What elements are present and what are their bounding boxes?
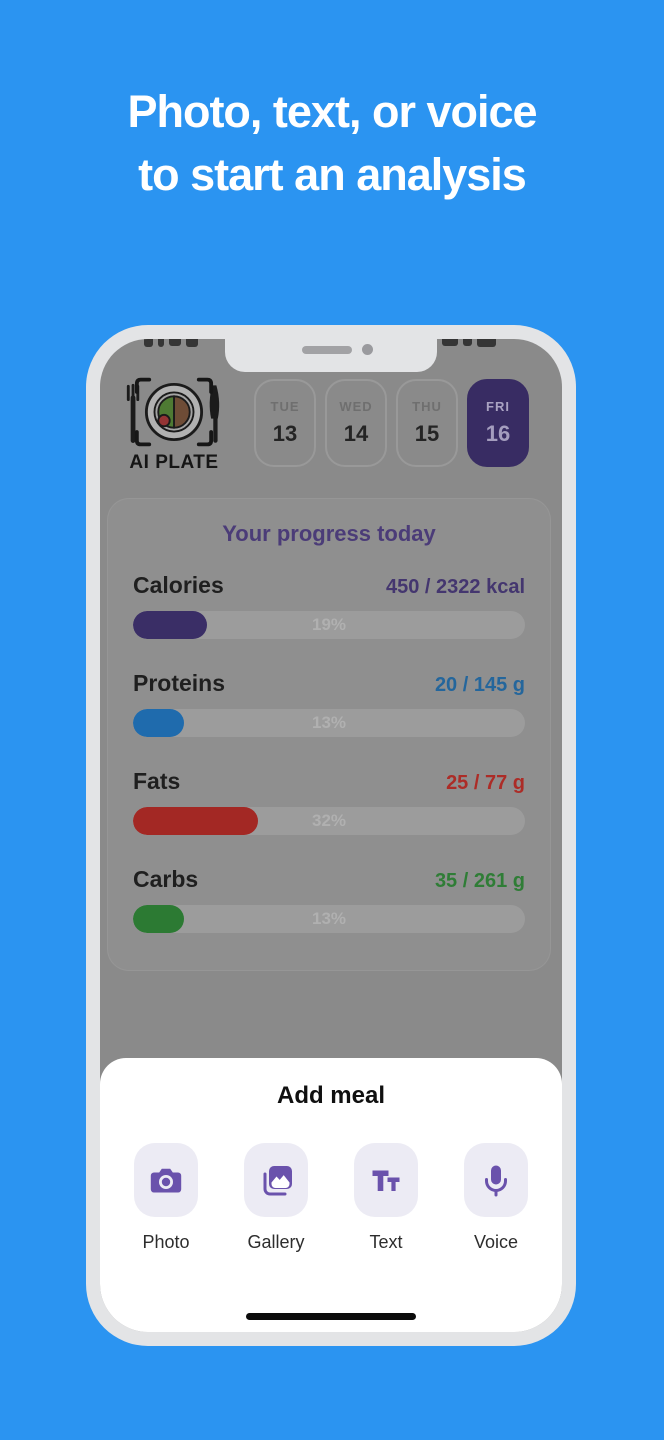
date-chip-wed-14[interactable]: WED 14 [325,379,387,467]
add-meal-option-gallery[interactable]: Gallery [236,1143,316,1253]
add-meal-options: Photo Gallery [100,1143,562,1253]
headline: Photo, text, or voice to start an analys… [0,80,664,206]
add-meal-title: Add meal [276,1082,386,1109]
option-label: Photo [142,1232,190,1252]
front-camera [362,344,373,355]
progress-bar: 32% [133,807,525,835]
macro-label: Fats [133,768,181,794]
home-indicator[interactable] [246,1313,416,1320]
chip-date-number: 14 [343,421,369,446]
macro-value: 35 / 261 g [434,870,525,892]
chip-date-number: 13 [272,421,298,446]
status-bar-remnant [169,339,181,346]
add-meal-option-text[interactable]: Text [346,1143,426,1253]
macro-value: 25 / 77 g [446,772,525,794]
status-bar-remnant [144,339,153,347]
status-bar-remnant [442,339,458,346]
add-meal-option-voice[interactable]: Voice [456,1143,536,1253]
chip-date-number: 15 [414,421,440,446]
headline-line1: Photo, text, or voice [127,86,537,137]
camera-icon [134,1143,198,1217]
progress-percent: 19% [311,615,347,634]
status-bar-remnant [463,339,472,346]
chip-day-label: THU [412,399,442,414]
progress-bar-fill [133,905,184,933]
macro-label: Calories [133,572,224,598]
phone-screen: AI PLATE TUE 13 WED 14 THU 15 [100,339,562,1332]
progress-percent: 32% [311,811,347,830]
progress-bar: 19% [133,611,525,639]
notch [225,339,437,372]
progress-row-proteins: Proteins 20 / 145 g 13% [133,670,525,737]
app-logo: AI PLATE [113,372,235,474]
status-bar-remnant [186,339,198,347]
plate-logo-icon [126,377,220,447]
macro-label: Carbs [133,866,199,892]
macro-label: Proteins [133,670,226,696]
progress-row-fats: Fats 25 / 77 g 32% [133,768,525,835]
chip-day-label: WED [339,399,373,414]
option-label: Voice [473,1232,519,1252]
progress-row-carbs: Carbs 35 / 261 g 13% [133,866,525,933]
status-bar-remnant [158,339,164,347]
app-name: AI PLATE [129,452,219,473]
chip-day-label: FRI [486,399,510,414]
add-meal-sheet: Add meal Photo [100,1058,562,1332]
date-selector: TUE 13 WED 14 THU 15 FRI 16 [254,379,529,467]
progress-row-calories: Calories 450 / 2322 kcal 19% [133,572,525,639]
progress-bar-fill [133,709,184,737]
progress-percent: 13% [311,713,347,732]
progress-card: Your progress today Calories 450 / 2322 … [107,498,551,971]
progress-bar-fill [133,611,208,639]
date-chip-fri-16[interactable]: FRI 16 [467,379,529,467]
date-chip-tue-13[interactable]: TUE 13 [254,379,316,467]
headline-line2: to start an analysis [138,149,527,200]
status-bar-remnant [477,339,496,347]
macro-value: 450 / 2322 kcal [385,576,525,598]
add-meal-option-photo[interactable]: Photo [126,1143,206,1253]
gallery-icon [244,1143,308,1217]
text-icon [354,1143,418,1217]
speaker-grill [302,346,352,354]
progress-bar: 13% [133,709,525,737]
app-header: AI PLATE TUE 13 WED 14 THU 15 [100,339,562,474]
chip-day-label: TUE [270,399,300,414]
phone-mockup: AI PLATE TUE 13 WED 14 THU 15 [86,325,576,1346]
date-chip-thu-15[interactable]: THU 15 [396,379,458,467]
microphone-icon [464,1143,528,1217]
option-label: Text [369,1232,403,1252]
progress-bar: 13% [133,905,525,933]
option-label: Gallery [247,1232,305,1252]
progress-percent: 13% [311,909,347,928]
chip-date-number: 16 [485,421,511,446]
progress-card-title: Your progress today [222,521,436,546]
progress-bar-fill [133,807,259,835]
macro-value: 20 / 145 g [434,674,525,696]
